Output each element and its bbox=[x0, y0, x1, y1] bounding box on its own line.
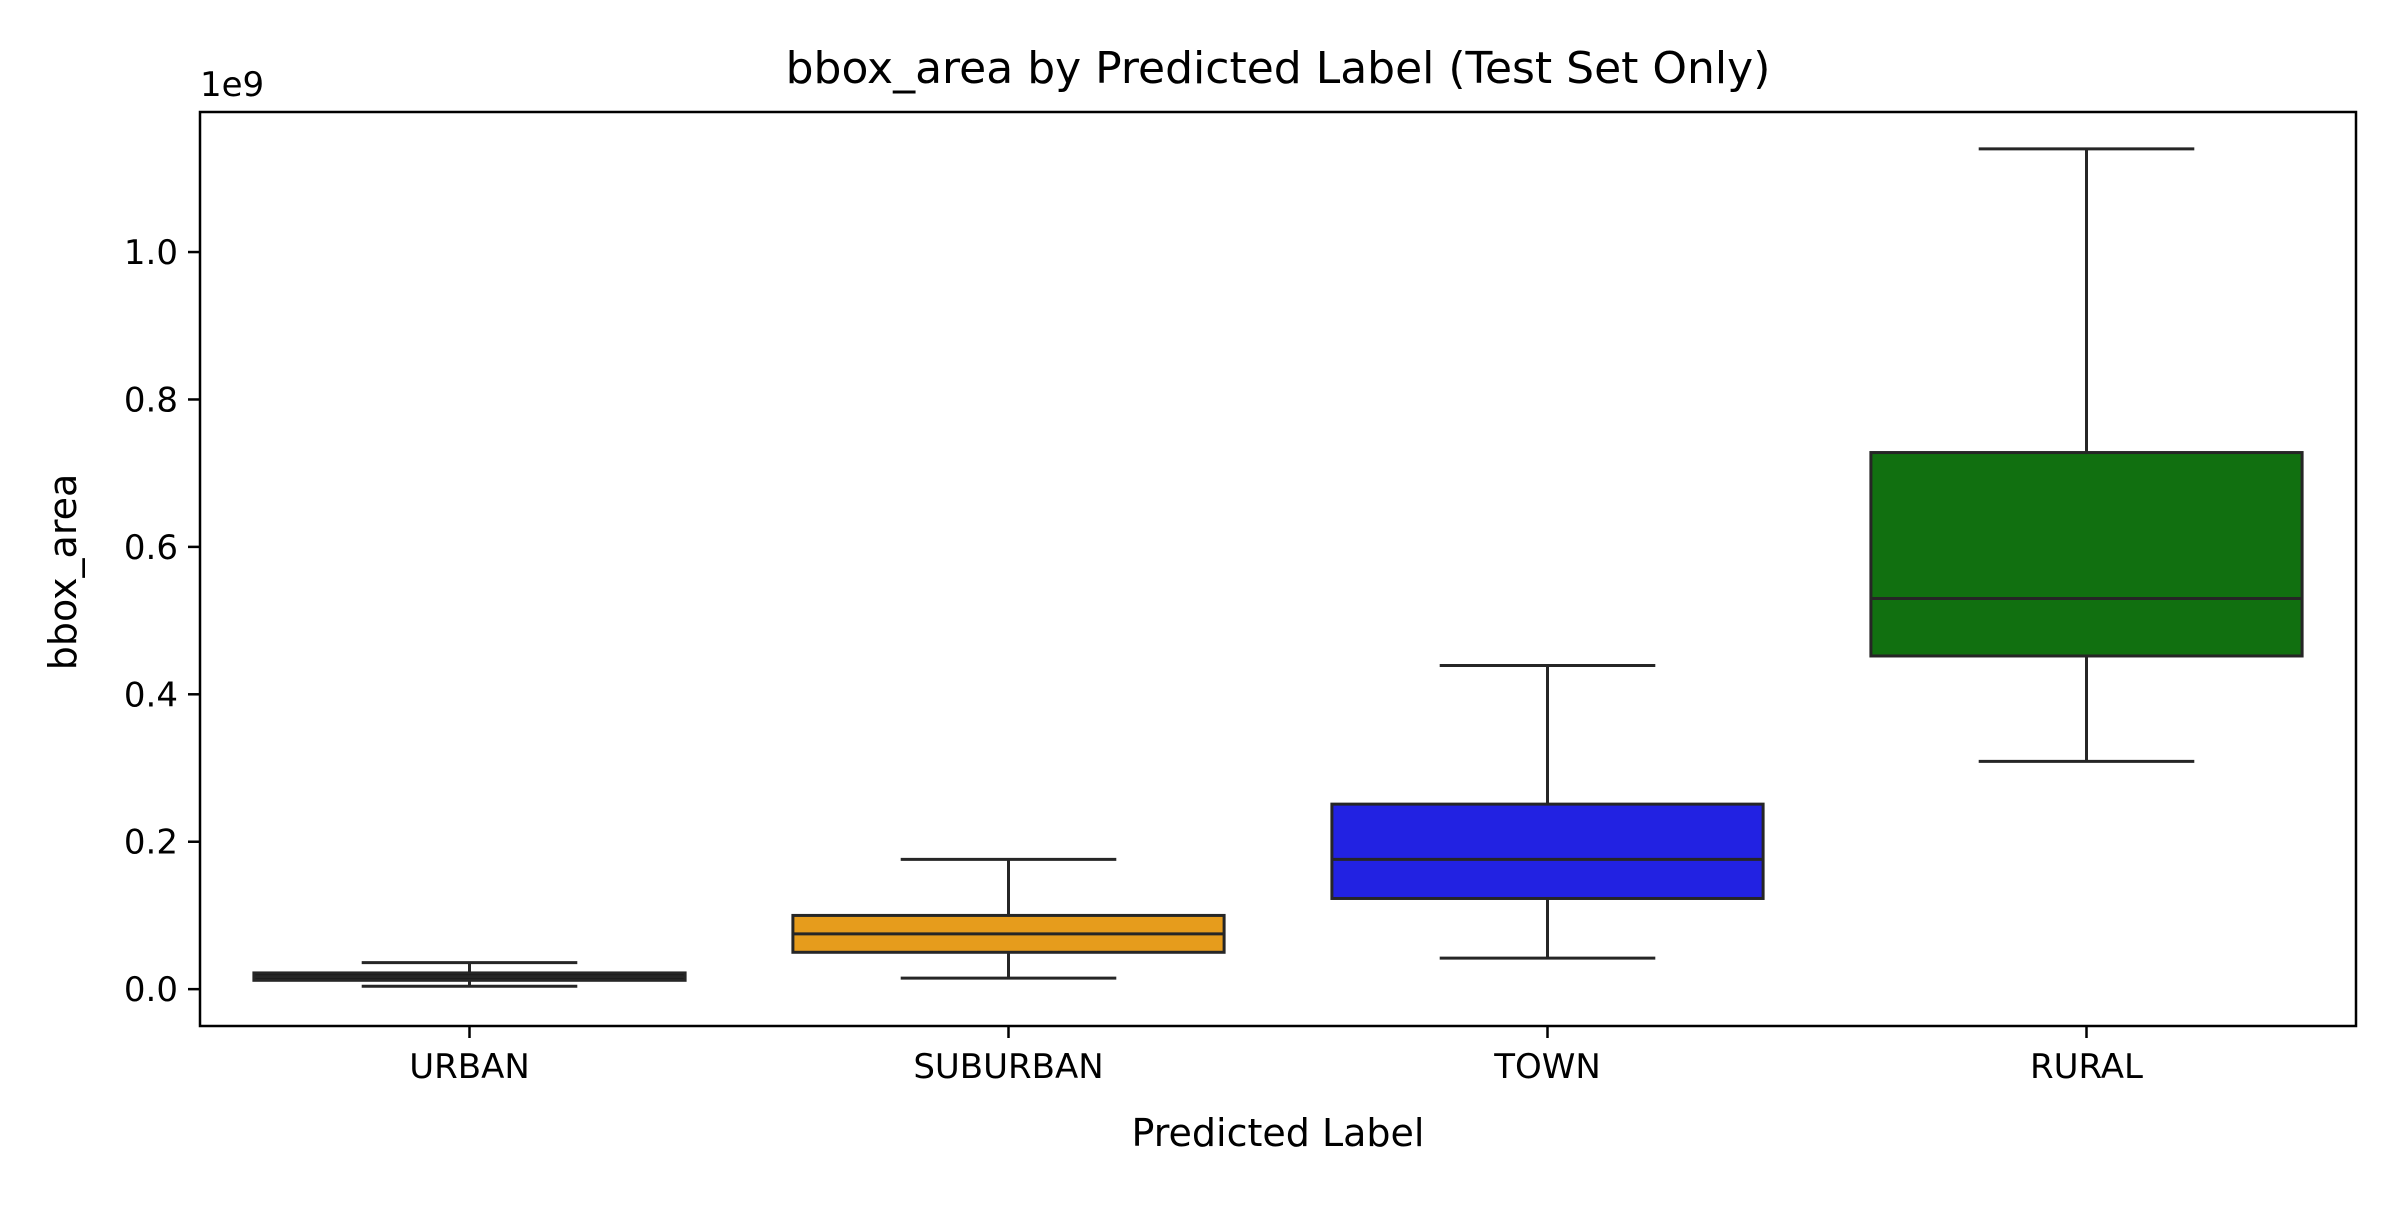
y-tick-label: 1.0 bbox=[124, 233, 178, 273]
y-tick-label: 0.6 bbox=[124, 528, 178, 568]
chart-title: bbox_area by Predicted Label (Test Set O… bbox=[786, 43, 1771, 94]
x-tick-label: SUBURBAN bbox=[913, 1047, 1103, 1087]
box-town bbox=[1330, 802, 1765, 900]
y-tick-label: 0.4 bbox=[124, 675, 178, 715]
x-tick-label: TOWN bbox=[1493, 1047, 1601, 1087]
box-rural bbox=[1869, 451, 2304, 658]
y-axis-label: bbox_area bbox=[41, 474, 85, 671]
plot-area: 0.0 0.2 0.4 0.6 0.8 1.0 URBAN SUBURBAN TOWN RURAL bbox=[124, 147, 2304, 1087]
x-tick-label: RURAL bbox=[2030, 1047, 2143, 1087]
y-tick-label: 0.8 bbox=[124, 380, 178, 420]
y-tick-label: 0.0 bbox=[124, 970, 178, 1010]
y-offset-label: 1e9 bbox=[200, 65, 264, 105]
x-tick-label: URBAN bbox=[409, 1047, 530, 1087]
x-axis-label: Predicted Label bbox=[1132, 1111, 1425, 1155]
plot-frame bbox=[198, 110, 2358, 1028]
y-tick-label: 0.2 bbox=[124, 823, 178, 863]
